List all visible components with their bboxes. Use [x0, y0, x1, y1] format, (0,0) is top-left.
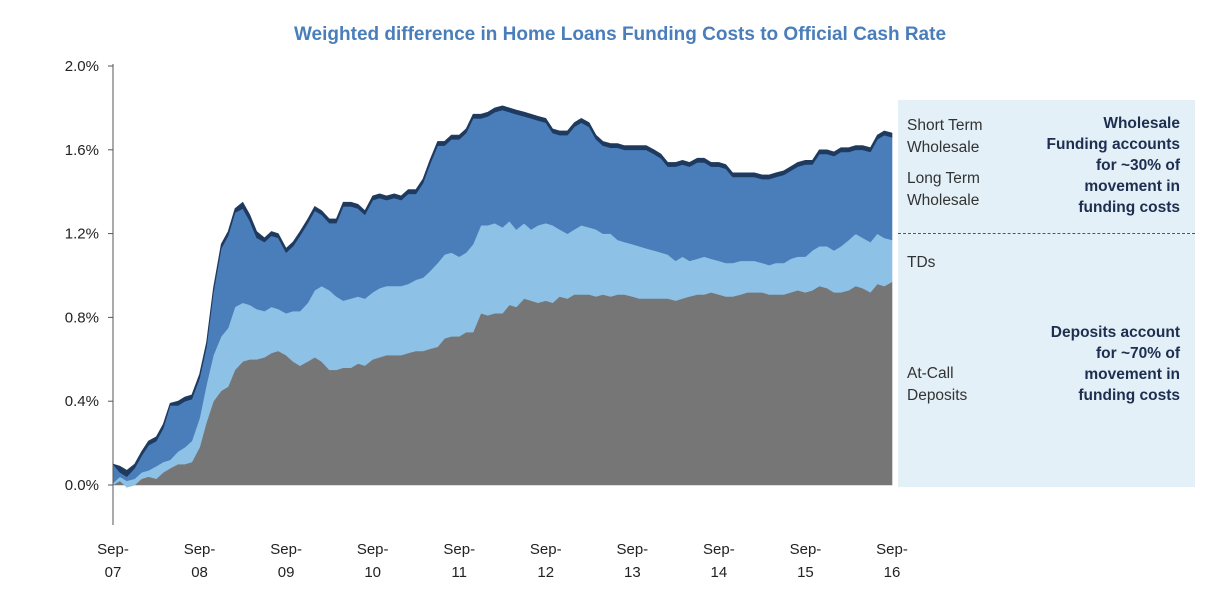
- legend-long-term: Long Term Wholesale: [907, 170, 980, 209]
- panel-divider: [898, 233, 1195, 234]
- y-tick-label: 0.4%: [65, 393, 99, 410]
- x-tick-label-year: 15: [797, 564, 814, 581]
- y-tick-label: 0.0%: [65, 477, 99, 494]
- x-tick-label: Sep-: [270, 541, 302, 558]
- wholesale-note: Wholesale Funding accounts for ~30% of m…: [1046, 115, 1180, 216]
- x-tick-label: Sep-: [97, 541, 129, 558]
- x-tick-label-year: 16: [884, 564, 901, 581]
- y-tick-label: 2.0%: [65, 58, 99, 75]
- x-tick-label-year: 08: [191, 564, 208, 581]
- series-areas: [111, 105, 893, 488]
- legend-at-call: At-Call Deposits: [907, 365, 968, 404]
- wholesale-panel: [898, 100, 1195, 233]
- x-tick-label-year: 12: [537, 564, 554, 581]
- x-tick-label: Sep-: [443, 541, 475, 558]
- x-tick-label-year: 14: [711, 564, 728, 581]
- x-tick-label-year: 10: [364, 564, 381, 581]
- legend-short-term: Short Term Wholesale: [907, 117, 983, 156]
- deposits-note: Deposits account for ~70% of movement in…: [1050, 324, 1180, 404]
- x-tick-label-year: 11: [451, 564, 467, 581]
- x-tick-label: Sep-: [703, 541, 735, 558]
- deposits-panel: [898, 234, 1195, 487]
- axes: 0.0% 0.4% 0.8% 1.2% 1.6% 2.0% Sep- 07 Sep- 08 Sep-…: [65, 58, 908, 581]
- y-tick-label: 0.8%: [65, 309, 99, 326]
- y-tick-label: 1.2%: [65, 226, 99, 243]
- x-tick-label: Sep-: [790, 541, 822, 558]
- y-tick-label: 1.6%: [65, 142, 99, 159]
- legend-tds: TDs: [907, 254, 936, 271]
- x-tick-label: Sep-: [876, 541, 908, 558]
- x-tick-label: Sep-: [184, 541, 216, 558]
- x-tick-label-year: 09: [278, 564, 295, 581]
- x-tick-label: Sep-: [530, 541, 562, 558]
- x-tick-label-year: 13: [624, 564, 641, 581]
- x-tick-label: Sep-: [616, 541, 648, 558]
- chart-title: Weighted difference in Home Loans Fundin…: [293, 24, 947, 45]
- x-tick-label-year: 07: [105, 564, 122, 581]
- x-tick-label: Sep-: [357, 541, 389, 558]
- area-short-term: [112, 105, 893, 477]
